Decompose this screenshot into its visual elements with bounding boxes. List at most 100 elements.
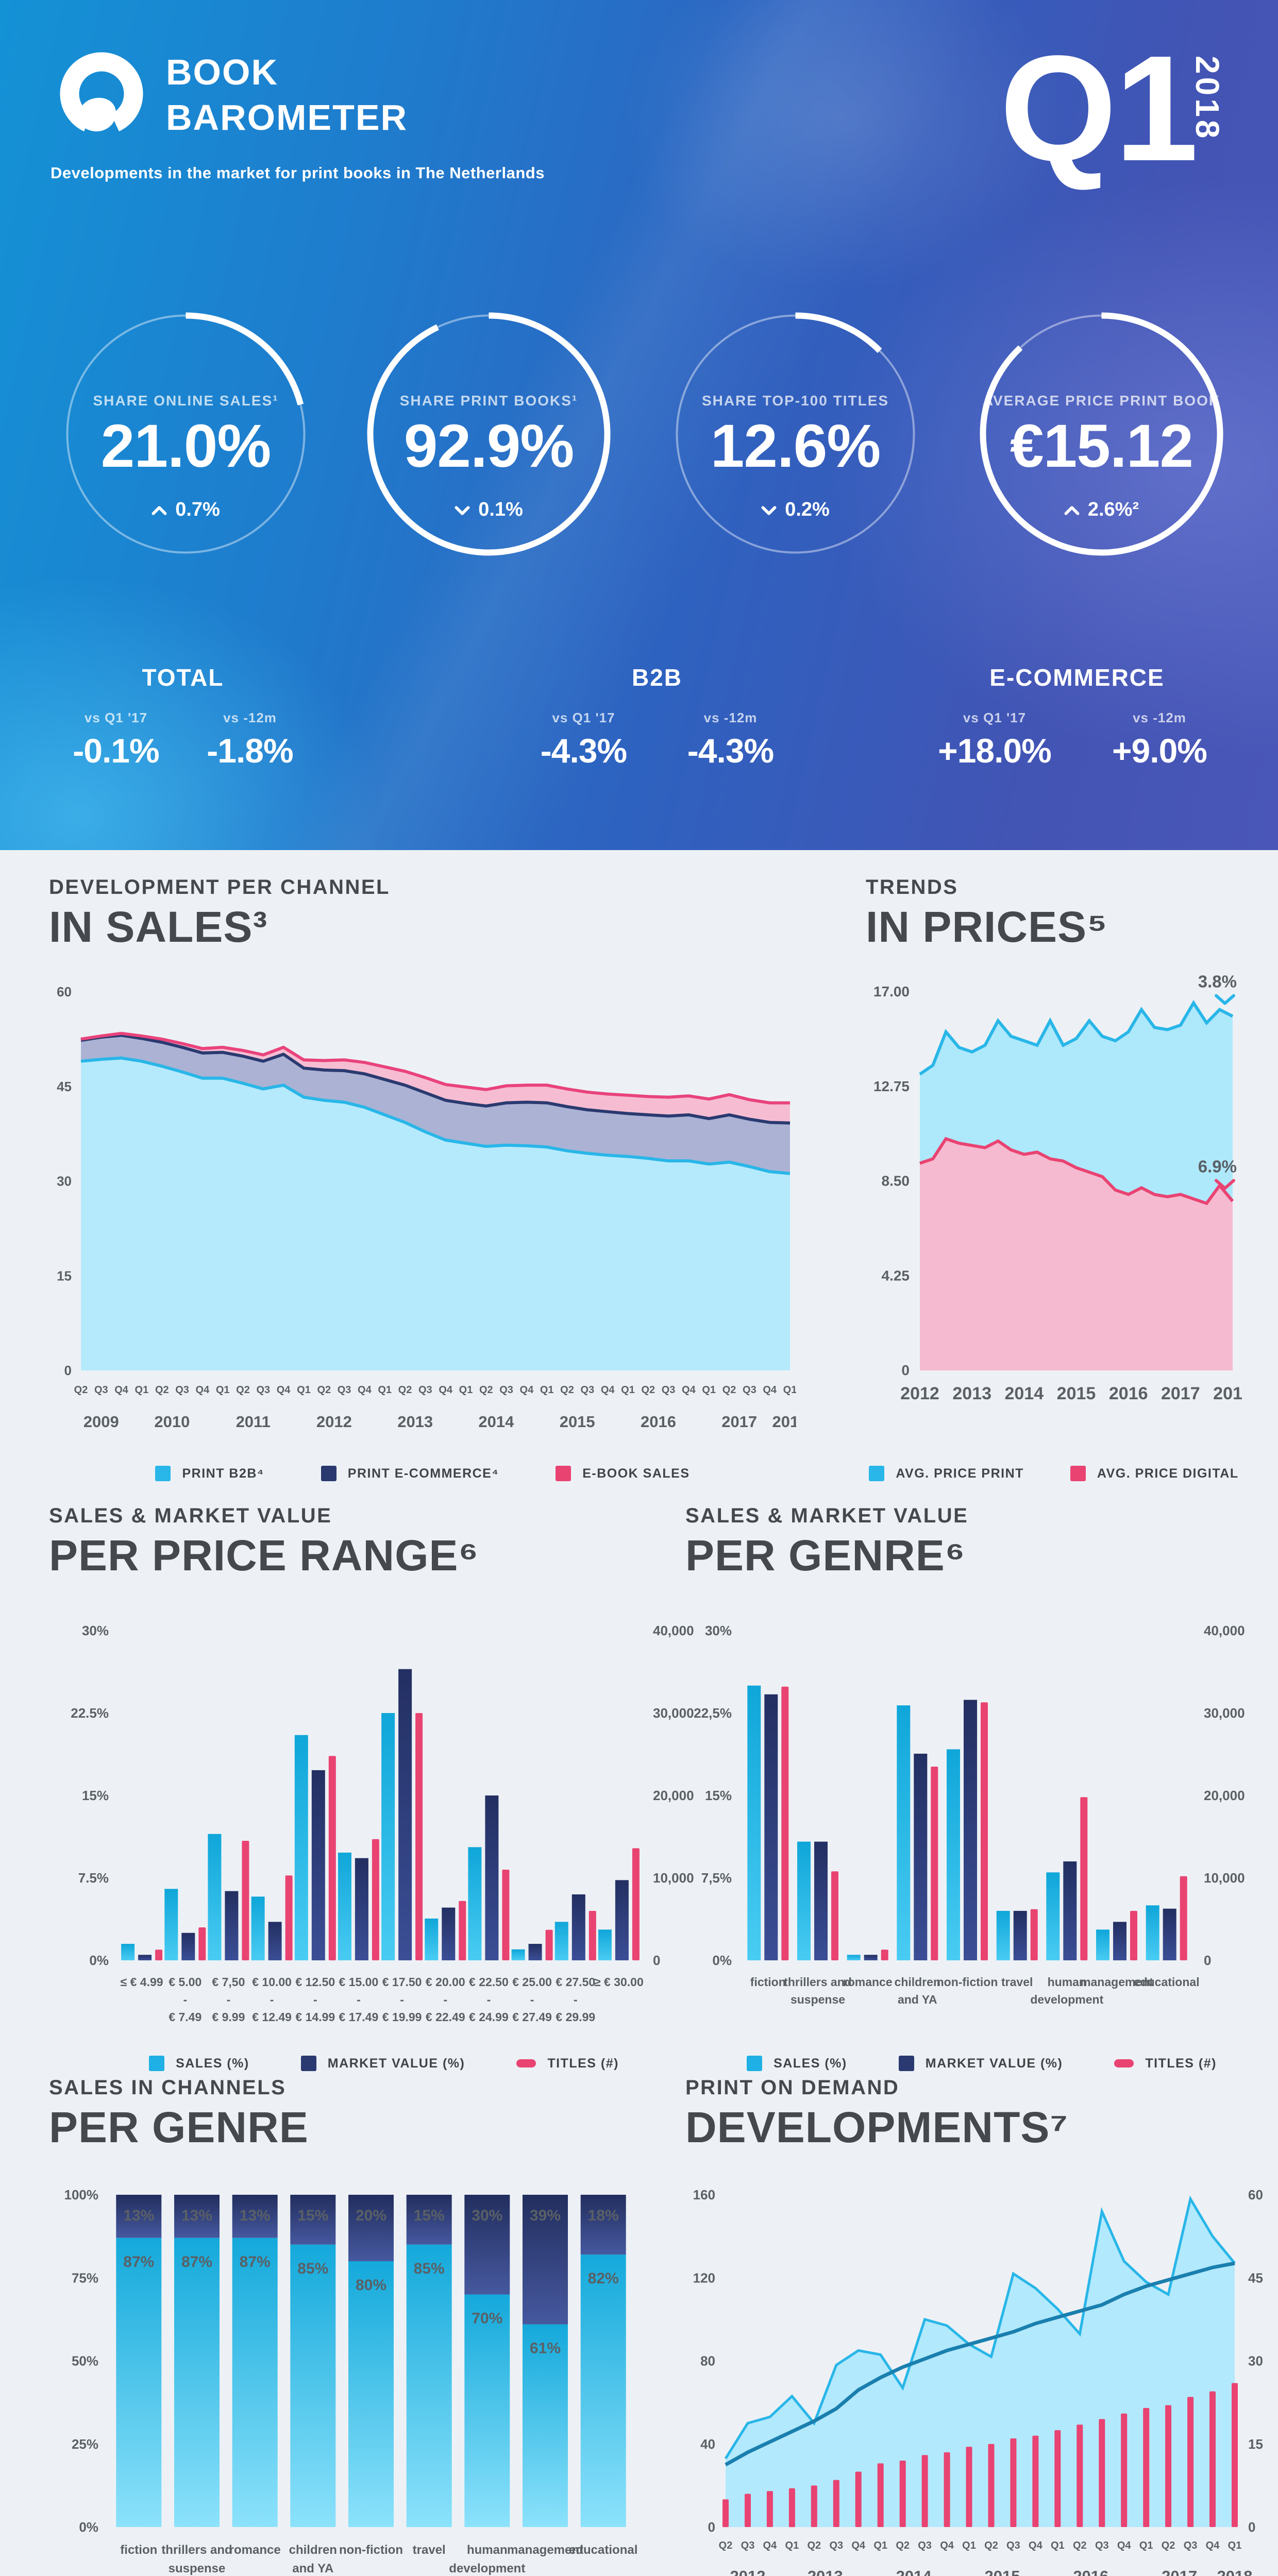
svg-text:17.00: 17.00: [873, 984, 910, 999]
genre-value-chart: fiction thrillers and suspense romance child…: [685, 1592, 1278, 2061]
svg-text:€ 9.99: € 9.99: [212, 2010, 245, 2024]
svg-text:60: 60: [57, 984, 72, 999]
svg-text:30%: 30%: [82, 1623, 109, 1638]
section-title-pod: PRINT ON DEMAND DEVELOPMENTS⁷: [685, 2076, 1069, 2151]
svg-text:and YA: and YA: [898, 1993, 937, 2006]
svg-text:€ 17.50: € 17.50: [382, 1975, 422, 1989]
svg-text:2018: 2018: [772, 1413, 796, 1431]
svg-text:2013: 2013: [397, 1413, 433, 1431]
svg-text:development: development: [449, 2562, 525, 2575]
svg-text:40,000: 40,000: [653, 1623, 694, 1638]
svg-text:-: -: [313, 1993, 317, 2006]
svg-text:Q4: Q4: [601, 1384, 615, 1396]
svg-text:0: 0: [708, 2519, 715, 2535]
svg-text:Q4: Q4: [1029, 2540, 1043, 2551]
legend-item: E-BOOK SALES: [556, 1466, 690, 1481]
svg-text:2014: 2014: [1004, 1384, 1044, 1403]
svg-text:human: human: [467, 2543, 508, 2557]
svg-text:Q4: Q4: [940, 2540, 954, 2551]
svg-text:2015: 2015: [985, 2567, 1020, 2576]
summary-vs-q1: vs Q1 '17 +18.0%: [938, 710, 1052, 770]
section-title-prices: TRENDS IN PRICES⁵: [866, 876, 1108, 951]
svg-text:management: management: [507, 2543, 583, 2557]
svg-text:20,000: 20,000: [1204, 1788, 1245, 1803]
svg-text:75%: 75%: [72, 2270, 98, 2285]
svg-text:Q3: Q3: [1006, 2540, 1020, 2551]
svg-text:Q2: Q2: [1162, 2540, 1175, 2551]
svg-text:-: -: [443, 1993, 447, 2006]
legend-swatch: [556, 1466, 571, 1481]
svg-text:2016: 2016: [1073, 2567, 1108, 2576]
svg-text:Q1: Q1: [459, 1384, 473, 1396]
svg-text:development: development: [1030, 1993, 1103, 2006]
legend-item: AVG. PRICE DIGITAL: [1070, 1466, 1239, 1481]
svg-text:0%: 0%: [79, 2519, 98, 2535]
svg-text:Q3: Q3: [743, 1384, 756, 1396]
svg-text:€ 5.00: € 5.00: [169, 1975, 201, 1989]
svg-text:87%: 87%: [123, 2253, 154, 2270]
section-title-price-range: SALES & MARKET VALUE PER PRICE RANGE⁶: [49, 1504, 479, 1580]
svg-text:Q4: Q4: [277, 1384, 291, 1396]
kpi-value: 12.6%: [710, 412, 881, 480]
legend-swatch: [1070, 1466, 1086, 1481]
svg-text:2018: 2018: [1213, 1384, 1242, 1403]
svg-text:61%: 61%: [530, 2340, 561, 2357]
svg-text:Q1: Q1: [1228, 2540, 1242, 2551]
svg-text:Q2: Q2: [641, 1384, 655, 1396]
svg-text:management: management: [1080, 1975, 1153, 1989]
svg-text:≤ € 4.99: ≤ € 4.99: [121, 1975, 163, 1989]
svg-text:Q4: Q4: [851, 2540, 866, 2551]
svg-text:€ 22.50: € 22.50: [469, 1975, 509, 1989]
svg-text:children: children: [895, 1975, 940, 1989]
svg-text:Q2: Q2: [479, 1384, 493, 1396]
svg-text:2017: 2017: [1162, 2567, 1197, 2576]
svg-text:0: 0: [1204, 1953, 1211, 1968]
svg-text:2017: 2017: [1161, 1384, 1200, 1403]
kpi-average-price-print-book: AVERAGE PRICE PRINT BOOK €15.12 2.6%²: [977, 309, 1226, 559]
svg-text:children: children: [289, 2543, 337, 2557]
svg-text:suspense: suspense: [791, 1993, 845, 2006]
svg-text:2014: 2014: [896, 2567, 932, 2576]
kpi-delta: 2.6%²: [977, 499, 1226, 521]
summary-label: TOTAL: [142, 664, 224, 691]
svg-text:30%: 30%: [705, 1623, 732, 1638]
svg-text:Q2: Q2: [1073, 2540, 1087, 2551]
svg-text:€ 15.00: € 15.00: [339, 1975, 379, 1989]
svg-text:80: 80: [700, 2353, 715, 2369]
svg-text:€ 12.49: € 12.49: [252, 2010, 292, 2024]
sales-per-channel-chart: 0 15 30 45 60 Q2 Q3 Q4 Q1 Q2 Q3 Q4 Q1 Q2 Q3 Q4 Q1 Q2 Q3 Q4 Q…: [49, 974, 808, 1466]
svg-text:Q1: Q1: [873, 2540, 887, 2551]
svg-text:Q2: Q2: [155, 1384, 169, 1396]
svg-text:€ 27.49: € 27.49: [512, 2010, 552, 2024]
svg-text:85%: 85%: [297, 2260, 328, 2277]
svg-text:2014: 2014: [478, 1413, 514, 1431]
legend-swatch: [321, 1466, 337, 1481]
svg-text:Q4: Q4: [1206, 2540, 1220, 2551]
kpi-label: AVERAGE PRICE PRINT BOOK: [982, 393, 1221, 409]
svg-text:Q2: Q2: [719, 2540, 733, 2551]
prices-legend: AVG. PRICE PRINT AVG. PRICE DIGITAL: [866, 1466, 1242, 1481]
svg-text:€ 17.49: € 17.49: [339, 2010, 379, 2024]
svg-text:25%: 25%: [72, 2436, 98, 2452]
svg-text:-: -: [400, 1993, 404, 2006]
section-title-sales-channel: DEVELOPMENT PER CHANNEL IN SALES³: [49, 876, 390, 951]
kpi-label: SHARE ONLINE SALES¹: [93, 393, 279, 409]
legend-item: TITLES (#): [516, 2056, 619, 2071]
svg-text:Q4: Q4: [114, 1384, 129, 1396]
svg-text:4.25: 4.25: [882, 1267, 910, 1283]
svg-text:Q1: Q1: [540, 1384, 554, 1396]
legend-item: PRINT E-COMMERCE⁴: [321, 1466, 499, 1481]
svg-text:2009: 2009: [83, 1413, 119, 1431]
price-trends-chart: 0 4.25 8.50 12.75 17.00 2012 2013 2014 2015 2016 2…: [866, 972, 1252, 1466]
kpi-label: SHARE PRINT BOOKS¹: [399, 393, 578, 409]
svg-text:Q1: Q1: [216, 1384, 230, 1396]
svg-text:85%: 85%: [414, 2260, 445, 2277]
svg-text:20%: 20%: [356, 2207, 386, 2224]
genre-value-legend: SALES (%) MARKET VALUE (%) TITLES (#): [685, 2056, 1278, 2071]
svg-text:2010: 2010: [154, 1413, 190, 1431]
svg-text:fiction: fiction: [120, 2543, 157, 2557]
svg-text:-: -: [574, 1993, 578, 2006]
kpi-value: €15.12: [1010, 412, 1193, 480]
kpi-value: 21.0%: [100, 412, 272, 480]
legend-swatch: [300, 2056, 316, 2071]
